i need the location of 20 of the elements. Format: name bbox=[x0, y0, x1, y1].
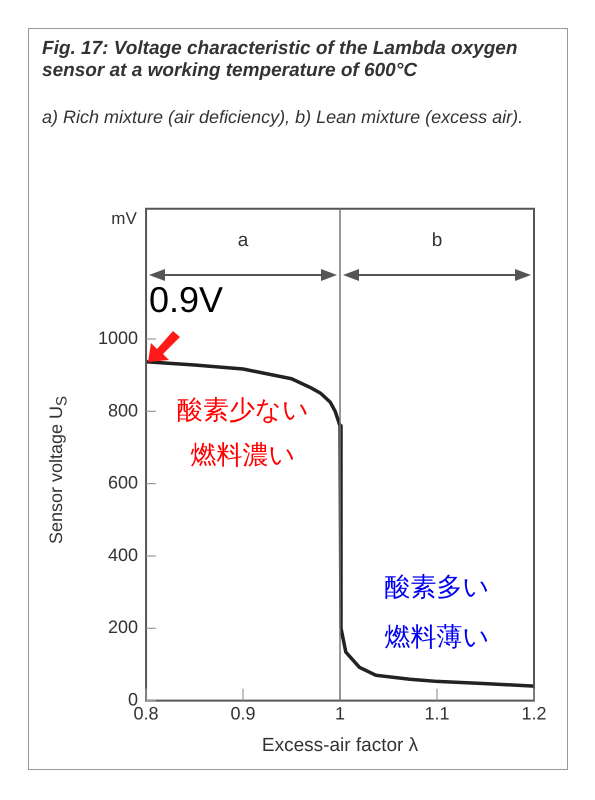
annotation: 0.9V bbox=[149, 278, 224, 321]
y-tick-label: 200 bbox=[108, 617, 138, 638]
x-tick-label: 1.1 bbox=[424, 703, 450, 724]
annotation: 酸素少ない bbox=[177, 394, 310, 428]
y-tick-label: 400 bbox=[108, 544, 138, 565]
y-tick-label: 600 bbox=[108, 472, 138, 493]
annotation: b bbox=[432, 230, 442, 252]
annotation: a bbox=[238, 230, 248, 252]
x-axis-title: Excess-air factor λ bbox=[262, 734, 419, 756]
y-tick-label: 1000 bbox=[98, 328, 138, 348]
annotation: 燃料濃い bbox=[190, 439, 296, 472]
annotation: 酸素多い bbox=[384, 572, 490, 605]
chart-title: Fig. 17: Voltage characteristic of the Lambda oxygen sensor at a working temperature of 600°C bbox=[42, 38, 518, 82]
chart-subtitle: a) Rich mixture (air deficiency), b) Lean mixture (excess air). bbox=[42, 106, 524, 128]
x-tick-label: 1.2 bbox=[521, 703, 547, 724]
x-tick-label: 0.9 bbox=[230, 703, 256, 724]
y-tick-label: 800 bbox=[108, 400, 138, 420]
annotation: 燃料薄い bbox=[384, 621, 490, 654]
text: mV bbox=[111, 208, 137, 229]
x-tick-label: 1 bbox=[335, 703, 346, 724]
